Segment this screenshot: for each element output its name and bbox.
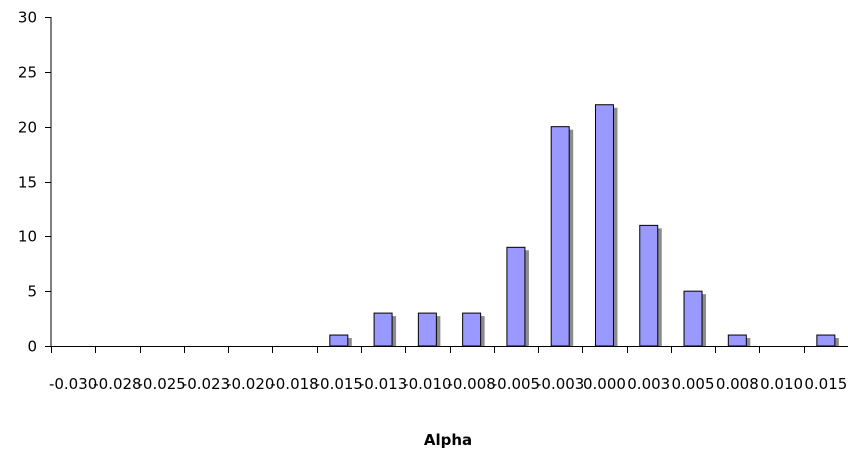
bars: [329, 104, 839, 347]
y-tick-label: 0: [27, 338, 37, 356]
x-tick-label: 0.015: [804, 375, 847, 393]
bar: [373, 312, 393, 347]
x-tick-label: -0.010: [403, 375, 451, 393]
bar: [594, 104, 614, 347]
x-tick-label: -0.005: [492, 375, 540, 393]
bar: [727, 334, 747, 347]
x-tick-label: -0.003: [536, 375, 584, 393]
x-axis-title: Alpha: [424, 431, 472, 449]
y-axis: 0 5 10 15 20 25 30: [18, 9, 52, 356]
bar: [329, 334, 349, 347]
bar: [462, 312, 482, 347]
x-tick-label: -0.015: [315, 375, 363, 393]
x-tick-label: -0.025: [138, 375, 186, 393]
x-tick-label: -0.018: [270, 375, 318, 393]
x-tick-label: 0.000: [583, 375, 626, 393]
x-tick-label: -0.028: [93, 375, 141, 393]
y-tick-label: 25: [18, 64, 37, 82]
x-tick-label: -0.008: [447, 375, 495, 393]
x-tick-label: -0.020: [226, 375, 274, 393]
bar: [550, 126, 570, 347]
x-tick-label: 0.008: [716, 375, 759, 393]
x-tick-label: 0.003: [627, 375, 670, 393]
y-tick-label: 10: [18, 228, 37, 246]
y-tick-label: 30: [18, 9, 37, 27]
x-axis: -0.030-0.028-0.025-0.023-0.020-0.018-0.0…: [49, 346, 848, 393]
x-tick-label: -0.030: [49, 375, 97, 393]
y-tick-label: 15: [18, 174, 37, 192]
bar: [639, 224, 659, 347]
bar: [816, 334, 836, 347]
y-tick-label: 20: [18, 119, 37, 137]
y-tick-label: 5: [27, 283, 37, 301]
bar: [417, 312, 437, 347]
x-tick-label: 0.010: [760, 375, 803, 393]
x-tick-label: -0.023: [182, 375, 230, 393]
bar: [506, 246, 526, 347]
x-tick-label: 0.005: [672, 375, 715, 393]
x-tick-label: -0.013: [359, 375, 407, 393]
bar: [683, 290, 703, 347]
